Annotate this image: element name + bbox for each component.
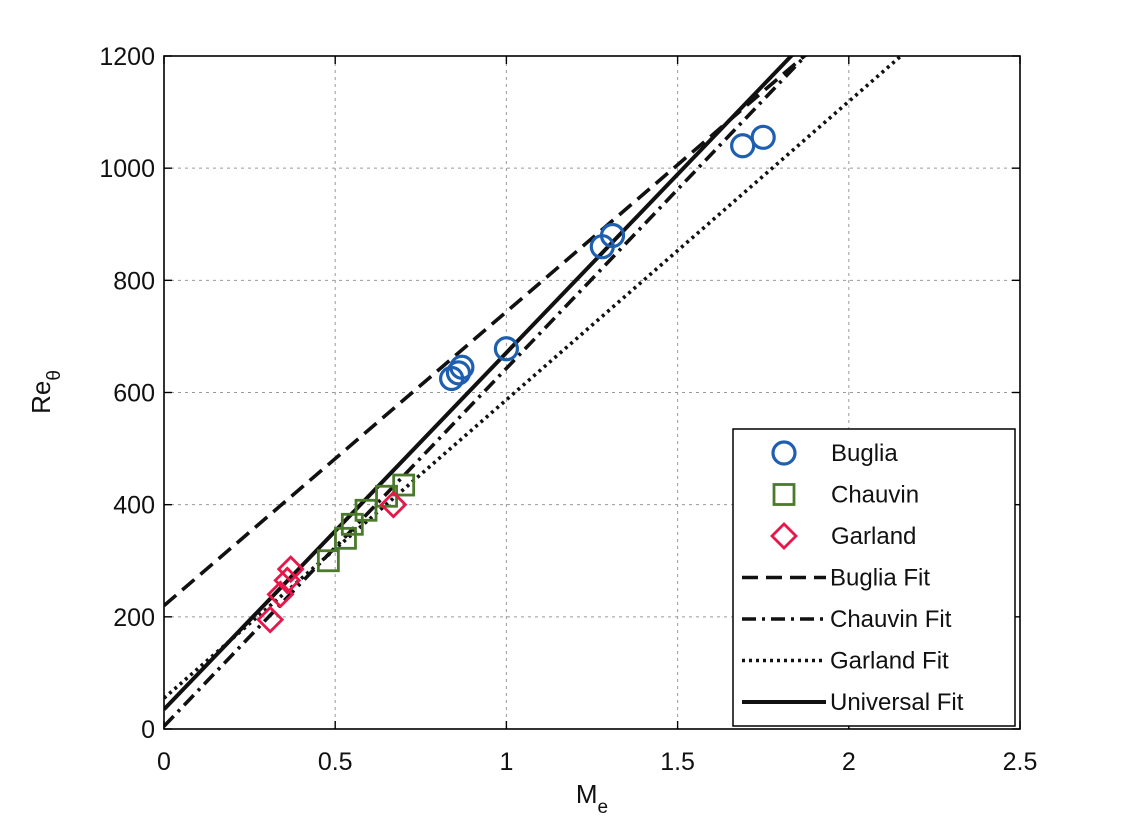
legend-label-garland: Garland — [831, 523, 916, 550]
garland-point — [379, 490, 408, 519]
y-tick-labels: 0 200 400 600 800 1000 1200 — [99, 43, 155, 744]
legend-marker-chauvin — [772, 483, 796, 506]
garland-point — [256, 605, 285, 634]
grid-lines — [164, 56, 1020, 729]
x-tick-labels: 0 0.5 1 1.5 2 2.5 — [157, 748, 1037, 776]
chauvin-point — [354, 498, 378, 522]
legend-marker-garland — [770, 522, 798, 550]
buglia-point — [599, 222, 626, 249]
x-tick-label: 2 — [842, 748, 856, 776]
legend-label-chauvin-fit: Chauvin Fit — [830, 606, 952, 633]
legend-label-chauvin: Chauvin — [831, 482, 919, 509]
legend-label-universal-fit: Universal Fit — [830, 689, 964, 716]
y-tick-label: 600 — [113, 380, 155, 408]
y-axis-label-sub: θ — [44, 370, 65, 381]
x-axis-label: Me — [576, 779, 608, 818]
chauvin-point — [316, 549, 340, 573]
y-tick-label: 1000 — [99, 155, 155, 183]
x-tick-label: 1 — [499, 748, 513, 776]
garland-fit-line — [164, 56, 904, 700]
x-tick-label: 1.5 — [660, 748, 695, 776]
x-tick-label: 0 — [157, 748, 171, 776]
universal-fit-line — [164, 56, 794, 711]
buglia-point — [493, 336, 519, 362]
y-axis-label-main: Re — [26, 381, 56, 414]
y-tick-label: 200 — [113, 604, 155, 632]
legend-marker-buglia — [771, 440, 797, 466]
y-tick-label: 800 — [113, 267, 155, 295]
y-axis-label: Reθ — [26, 370, 65, 414]
y-tick-label: 1200 — [99, 43, 155, 71]
x-tick-label: 2.5 — [1003, 748, 1038, 776]
buglia-point — [449, 354, 475, 380]
legend: Buglia Chauvin Garland Buglia Fit Chauvin Fi… — [732, 428, 1016, 727]
x-axis-label-sub: e — [598, 797, 609, 818]
buglia-point — [730, 133, 756, 159]
x-tick-label: 0.5 — [318, 748, 353, 776]
data-points — [256, 124, 776, 634]
chauvin-point — [334, 526, 357, 550]
legend-label-garland-fit: Garland Fit — [830, 648, 949, 675]
y-tick-label: 0 — [141, 716, 155, 744]
chauvin-point — [392, 473, 416, 497]
buglia-point — [750, 124, 776, 150]
x-axis-label-main: M — [576, 779, 598, 809]
garland-point — [276, 555, 305, 584]
chauvin-point — [340, 512, 364, 536]
legend-label-buglia-fit: Buglia Fit — [830, 565, 930, 592]
y-tick-label: 400 — [113, 492, 155, 520]
buglia-fit-line — [164, 56, 808, 607]
chauvin-fit-line — [164, 56, 808, 728]
fit-lines — [164, 56, 904, 728]
legend-label-buglia: Buglia — [831, 440, 898, 467]
